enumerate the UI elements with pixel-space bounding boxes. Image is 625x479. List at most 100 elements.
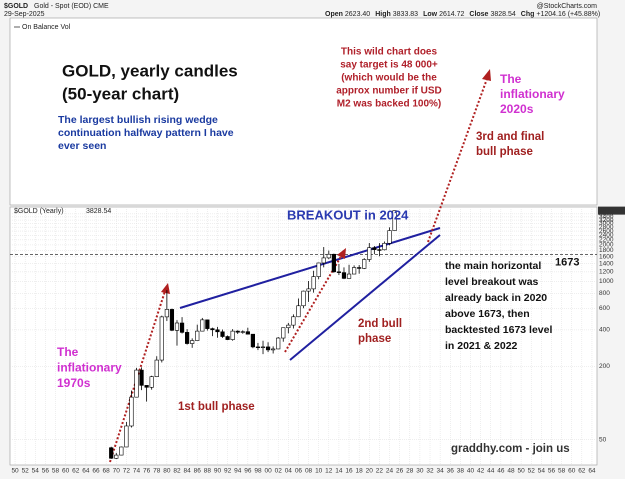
x-tick-label: 22 (376, 468, 384, 475)
arrow-head (161, 283, 170, 294)
x-tick-label: 24 (386, 468, 394, 475)
x-tick-label: 44 (487, 468, 495, 475)
candle-body (195, 330, 200, 341)
x-tick-label: 08 (305, 468, 313, 475)
stat-label: Close (469, 11, 488, 18)
x-tick-label: 90 (214, 468, 222, 475)
candle-body (159, 316, 164, 361)
stats: Open 2623.40 High 3833.83 Low 2614.72 Close 382… (325, 11, 600, 18)
x-tick-label: 56 (42, 468, 50, 475)
x-tick-label: 58 (52, 468, 60, 475)
annotation: in 2021 & 2022 (445, 340, 518, 352)
annotation: inflationary (500, 87, 565, 101)
candle-body (114, 454, 119, 459)
candle-body (225, 336, 230, 340)
x-tick-label: 16 (345, 468, 353, 475)
y-tick-label: 600 (599, 305, 610, 312)
x-tick-label: 52 (528, 468, 536, 475)
candle-body (316, 262, 321, 277)
x-tick-label: 02 (275, 468, 283, 475)
x-tick-label: 72 (123, 468, 131, 475)
x-tick-label: 86 (194, 468, 202, 475)
candle-body (357, 267, 362, 269)
candle-body (144, 385, 149, 388)
annotation: above 1673, then (445, 308, 530, 320)
x-tick-label: 04 (285, 468, 293, 475)
candle-body (281, 327, 286, 339)
x-tick-label: 54 (538, 468, 546, 475)
x-tick-label: 88 (204, 468, 212, 475)
indicator-panel (9, 17, 598, 206)
candle-body (321, 257, 326, 264)
candle-body (341, 272, 347, 279)
x-tick-label: 56 (548, 468, 556, 475)
x-tick-label: 94 (234, 468, 242, 475)
candle-body (346, 273, 352, 279)
candle-body (230, 330, 235, 340)
candle-body (392, 210, 397, 231)
x-tick-label: 20 (366, 468, 374, 475)
x-tick-label: 32 (426, 468, 434, 475)
y-tick-label: 1600 (599, 253, 614, 260)
x-tick-label: 36 (447, 468, 455, 475)
x-tick-label: 48 (507, 468, 515, 475)
candle-body (235, 330, 240, 333)
x-tick-label: 74 (133, 468, 141, 475)
y-tick-label: 3400 (599, 214, 614, 221)
price-value: 3828.54 (86, 208, 111, 215)
x-tick-label: 50 (517, 468, 525, 475)
stat-value: +1204.16 (+45.88%) (536, 11, 600, 18)
grid: 50 52 54 56 58 60 62 64 66 68 70 72 74 76 78 80 82 84 86 88… (10, 206, 625, 475)
candle-body (129, 396, 134, 427)
x-tick-label: 64 (588, 468, 596, 475)
candle-body (149, 376, 154, 388)
annotation: ever seen (58, 140, 106, 152)
last-price-label: 3828.54 (599, 207, 623, 214)
y-tick-label: 2000 (599, 242, 614, 249)
candle-body (185, 332, 190, 344)
stat-value: 2614.72 (439, 11, 464, 18)
candle-body (109, 447, 114, 459)
y-tick-label: 1200 (599, 269, 614, 276)
y-tick-label: 50 (599, 436, 607, 443)
y-tick-label: 1400 (599, 260, 614, 267)
arrow-head (337, 248, 346, 259)
annotation: bull phase (476, 146, 533, 158)
x-tick-label: 50 (11, 468, 19, 475)
y-tick-label: 3000 (599, 220, 614, 227)
stat-label: Open (325, 11, 343, 18)
candle-body (260, 346, 266, 349)
candle-body (174, 322, 180, 331)
stat-label: Chg (521, 11, 535, 18)
y-tick-label: 2400 (599, 232, 614, 239)
x-tick-label: 10 (315, 468, 323, 475)
candle-body (179, 322, 185, 333)
stat-value: 2623.40 (345, 11, 370, 18)
annotation: The largest bullish rising wedge (58, 114, 218, 126)
candle-body (311, 276, 316, 290)
candle-body (291, 316, 296, 326)
x-tick-label: 00 (264, 468, 272, 475)
x-tick-label: 62 (578, 468, 586, 475)
x-tick-label: 68 (103, 468, 111, 475)
candle-body (205, 319, 210, 329)
x-tick-label: 12 (325, 468, 333, 475)
candle-body (245, 331, 250, 335)
x-tick-label: 26 (396, 468, 404, 475)
candle-body (255, 346, 261, 349)
annotation: 2nd bull (358, 318, 402, 330)
candle-body (164, 309, 169, 318)
y-tick-label: 3200 (599, 217, 614, 224)
x-tick-label: 80 (163, 468, 171, 475)
x-tick-label: 18 (356, 468, 364, 475)
x-tick-label: 60 (62, 468, 70, 475)
annotation: The (500, 72, 522, 86)
x-tick-label: 92 (224, 468, 232, 475)
trendlines (109, 69, 491, 463)
candle-body (271, 348, 276, 351)
candle-body (362, 259, 367, 269)
candle-body (296, 305, 301, 318)
candle-body (134, 369, 139, 398)
candle-body (286, 324, 291, 329)
